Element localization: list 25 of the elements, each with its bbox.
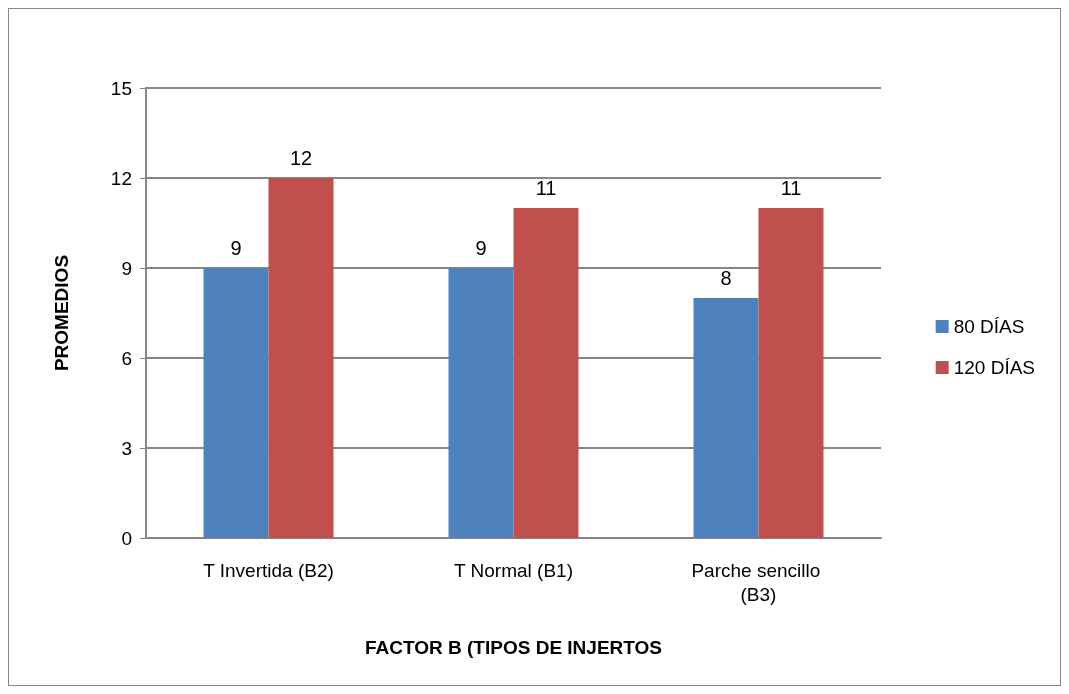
data-label: 11 xyxy=(780,177,802,199)
data-label: 9 xyxy=(475,237,487,259)
bar xyxy=(513,208,579,538)
x-tick-label: Parche sencillo (B3) xyxy=(691,559,826,605)
bar xyxy=(758,208,824,538)
bar xyxy=(203,268,269,538)
bar xyxy=(268,178,334,538)
y-tick-label: 6 xyxy=(121,347,132,369)
legend-label: 120 DÍAS xyxy=(953,357,1035,378)
y-tick-label: 9 xyxy=(121,257,132,279)
bar xyxy=(693,298,759,538)
x-tick-label: T Invertida (B2) xyxy=(203,559,334,581)
legend-label: 80 DÍAS xyxy=(953,316,1025,337)
y-tick-label: 12 xyxy=(110,167,132,189)
x-tick-label: T Normal (B1) xyxy=(454,559,573,581)
y-axis-title: PROMEDIOS xyxy=(51,254,72,372)
bar xyxy=(448,268,514,538)
data-label: 8 xyxy=(720,267,732,289)
y-tick-label: 3 xyxy=(121,437,132,459)
y-tick-label: 15 xyxy=(110,77,132,99)
data-label: 9 xyxy=(230,237,242,259)
data-label: 11 xyxy=(535,177,557,199)
y-tick-label: 0 xyxy=(121,527,132,549)
data-label: 12 xyxy=(289,147,313,169)
x-axis-title: FACTOR B (TIPOS DE INJERTOS xyxy=(364,637,663,658)
